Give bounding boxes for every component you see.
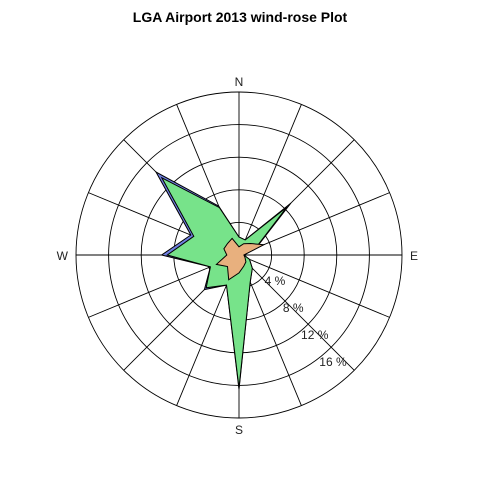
chart-title: LGA Airport 2013 wind-rose Plot bbox=[133, 9, 348, 25]
ring-label-8: 8 % bbox=[283, 301, 304, 315]
labels-group: N E S W 4 % 8 % 12 % 16 % bbox=[57, 75, 418, 437]
series-group bbox=[154, 170, 292, 390]
spoke-NNE bbox=[238, 104, 302, 256]
ring-label-16: 16 % bbox=[319, 355, 347, 369]
series-2-polygon bbox=[160, 176, 288, 388]
compass-label-E: E bbox=[410, 249, 418, 263]
series-3-polygon bbox=[215, 237, 266, 281]
ring-label-12: 12 % bbox=[301, 328, 329, 342]
compass-label-S: S bbox=[235, 423, 243, 437]
spoke-ESE bbox=[238, 254, 390, 318]
compass-label-N: N bbox=[235, 75, 244, 89]
ring-label-4: 4 % bbox=[265, 274, 286, 288]
compass-label-W: W bbox=[57, 249, 69, 263]
spoke-SE bbox=[238, 254, 355, 371]
